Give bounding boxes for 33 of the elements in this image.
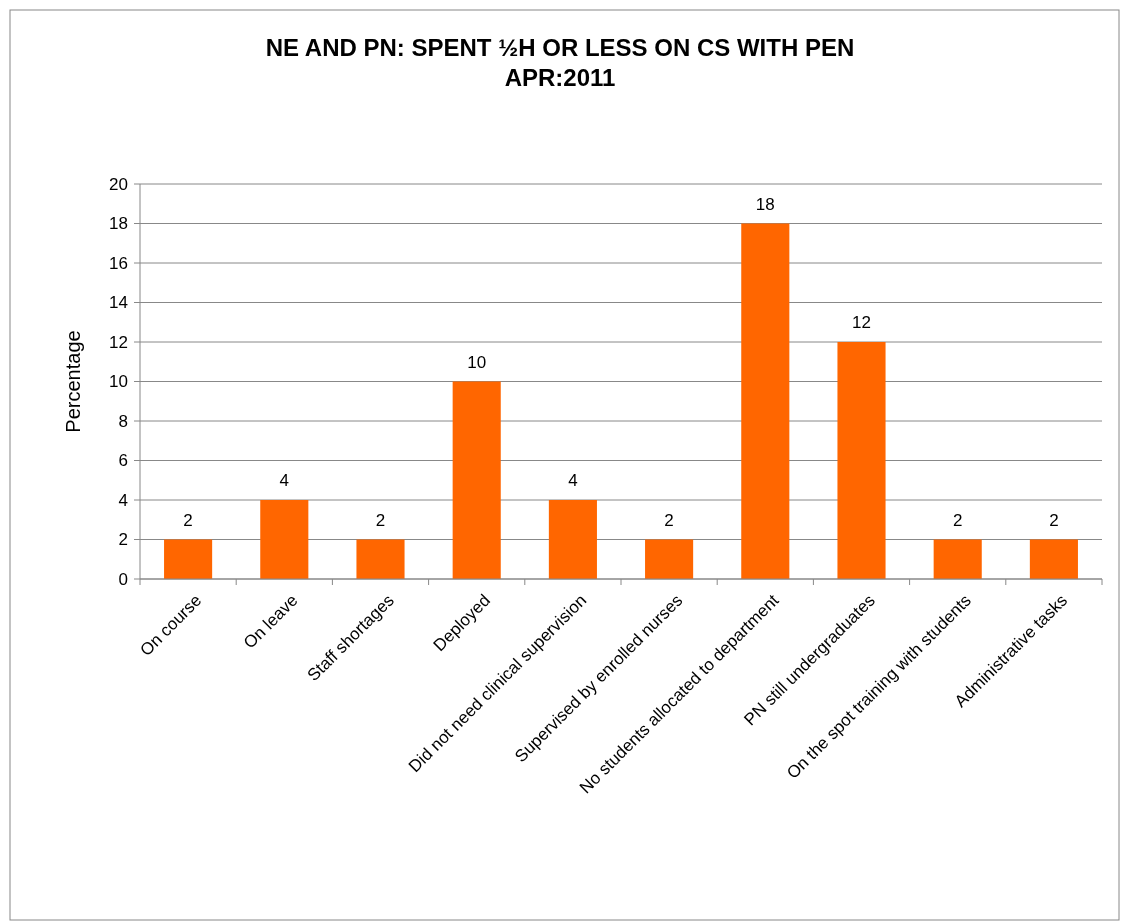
data-label: 18 — [755, 194, 775, 214]
y-tick-label: 18 — [109, 214, 128, 234]
bar — [260, 500, 309, 579]
data-label: 12 — [852, 313, 871, 332]
bar — [741, 223, 790, 579]
bar — [645, 539, 694, 579]
data-label: 10 — [467, 352, 487, 372]
data-label: 2 — [1049, 510, 1059, 530]
data-label: 2 — [183, 510, 193, 530]
y-tick-label: 8 — [118, 411, 128, 431]
y-tick-label: 0 — [118, 569, 128, 589]
bar — [452, 381, 501, 579]
y-tick-label: 10 — [109, 372, 128, 392]
y-tick-label: 12 — [109, 332, 128, 352]
y-tick-label: 14 — [109, 293, 128, 313]
y-tick-label: 16 — [109, 253, 128, 273]
bar — [164, 539, 213, 579]
bar — [837, 342, 886, 579]
data-label: 2 — [664, 510, 674, 530]
y-tick-label: 4 — [118, 490, 128, 510]
data-label: 2 — [952, 510, 963, 530]
y-tick-label: 2 — [118, 530, 128, 550]
bar — [933, 539, 982, 579]
data-label: 4 — [279, 471, 290, 490]
bar — [1029, 539, 1078, 579]
y-tick-label: 20 — [109, 174, 128, 194]
y-tick-label: 6 — [118, 451, 128, 471]
data-label: 4 — [568, 471, 578, 490]
y-axis-title: Percentage — [62, 330, 84, 433]
data-label: 2 — [375, 510, 386, 530]
bar — [548, 500, 597, 579]
chart-title: NE AND PN: SPENT ½H OR LESS ON CS WITH PEN APR:2011 — [265, 34, 855, 91]
bar — [356, 539, 405, 579]
